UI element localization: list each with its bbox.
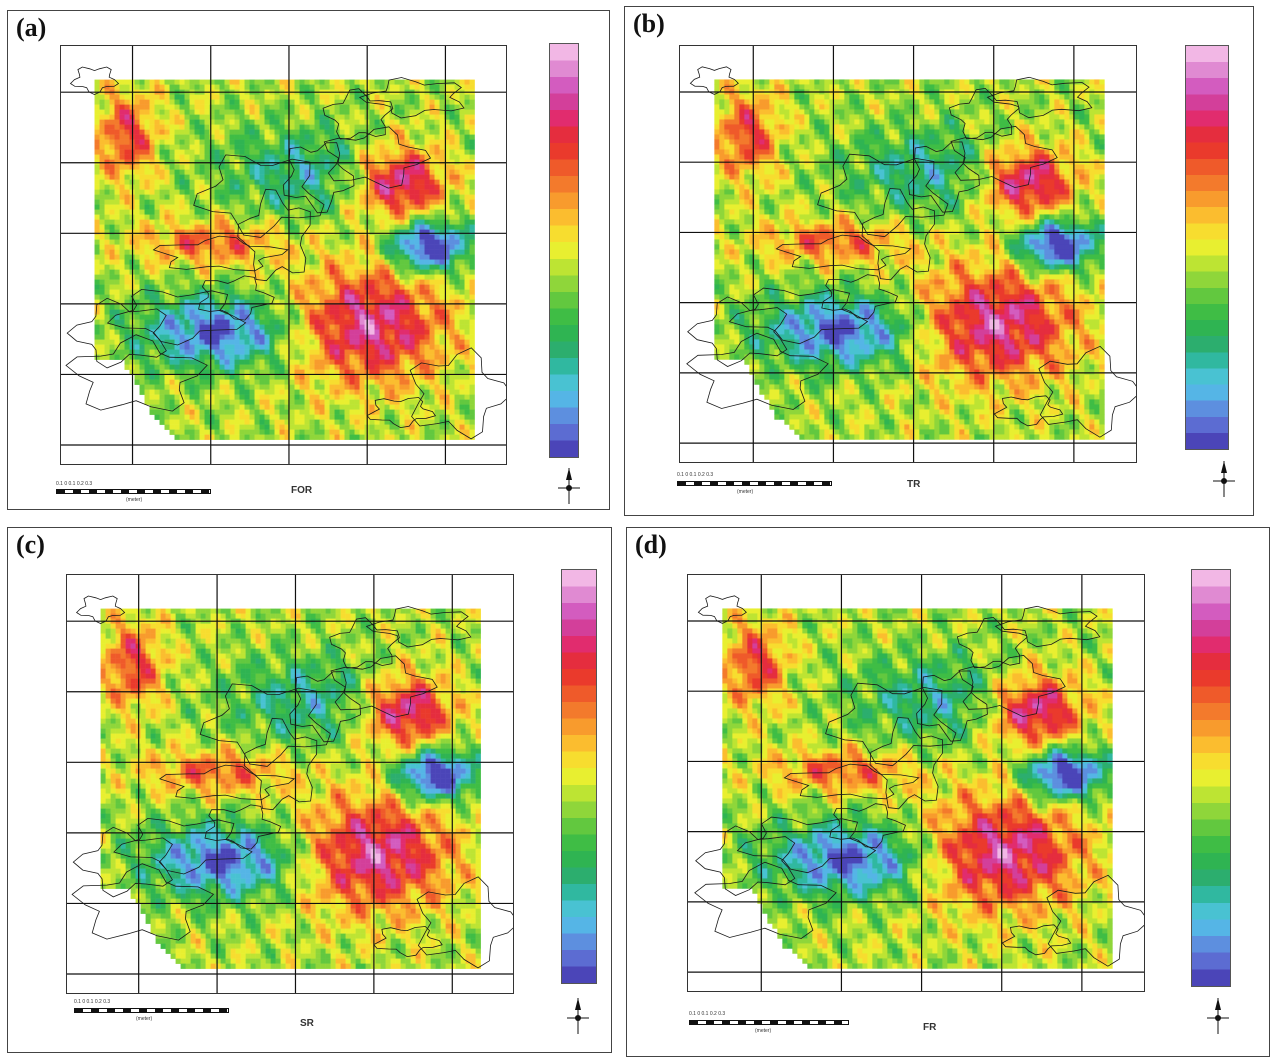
anomaly-map [61,46,506,464]
color-legend [1191,569,1231,987]
north-arrow-icon [558,468,580,504]
anomaly-map [680,46,1136,462]
scale-ticks: 0.1 0 0.1 0.2 0.3 [677,472,713,478]
map-caption: FOR [291,485,312,496]
scale-ticks: 0.1 0 0.1 0.2 0.3 [74,999,110,1005]
panel-label: (a) [16,13,46,43]
scale-bar [74,1008,229,1013]
scale-unit: (meter) [126,497,142,503]
panel-label: (d) [635,530,667,560]
map-caption: FR [923,1022,936,1033]
scale-bar [689,1020,849,1025]
color-legend [549,43,579,458]
map-panel-d: (d) FR 0.1 0 0.1 0.2 0.3 (meter) [626,527,1270,1057]
panel-label: (b) [633,9,665,39]
map-panel-b: (b) TR 0.1 0 0.1 0.2 0.3 (meter) [624,6,1254,516]
color-legend [1185,45,1229,450]
scale-unit: (meter) [737,489,753,495]
scale-unit: (meter) [136,1016,152,1022]
north-arrow-icon [567,998,589,1034]
scale-ticks: 0.1 0 0.1 0.2 0.3 [56,481,92,487]
scale-bar [677,481,832,486]
north-arrow-icon [1207,998,1229,1034]
map-caption: SR [300,1018,314,1029]
anomaly-map [688,575,1144,991]
scale-ticks: 0.1 0 0.1 0.2 0.3 [689,1011,725,1017]
map-frame [60,45,507,465]
anomaly-map [67,575,513,993]
map-frame [66,574,514,994]
north-arrow-icon [1213,461,1235,497]
panel-label: (c) [16,530,45,560]
color-legend [561,569,597,984]
map-panel-a: (a) FOR 0.1 0 0.1 0.2 0.3 (meter) [7,10,610,510]
map-frame [687,574,1145,992]
scale-unit: (meter) [755,1028,771,1034]
scale-bar [56,489,211,494]
map-panel-c: (c) SR 0.1 0 0.1 0.2 0.3 (meter) [7,527,612,1053]
map-caption: TR [907,479,920,490]
map-frame [679,45,1137,463]
